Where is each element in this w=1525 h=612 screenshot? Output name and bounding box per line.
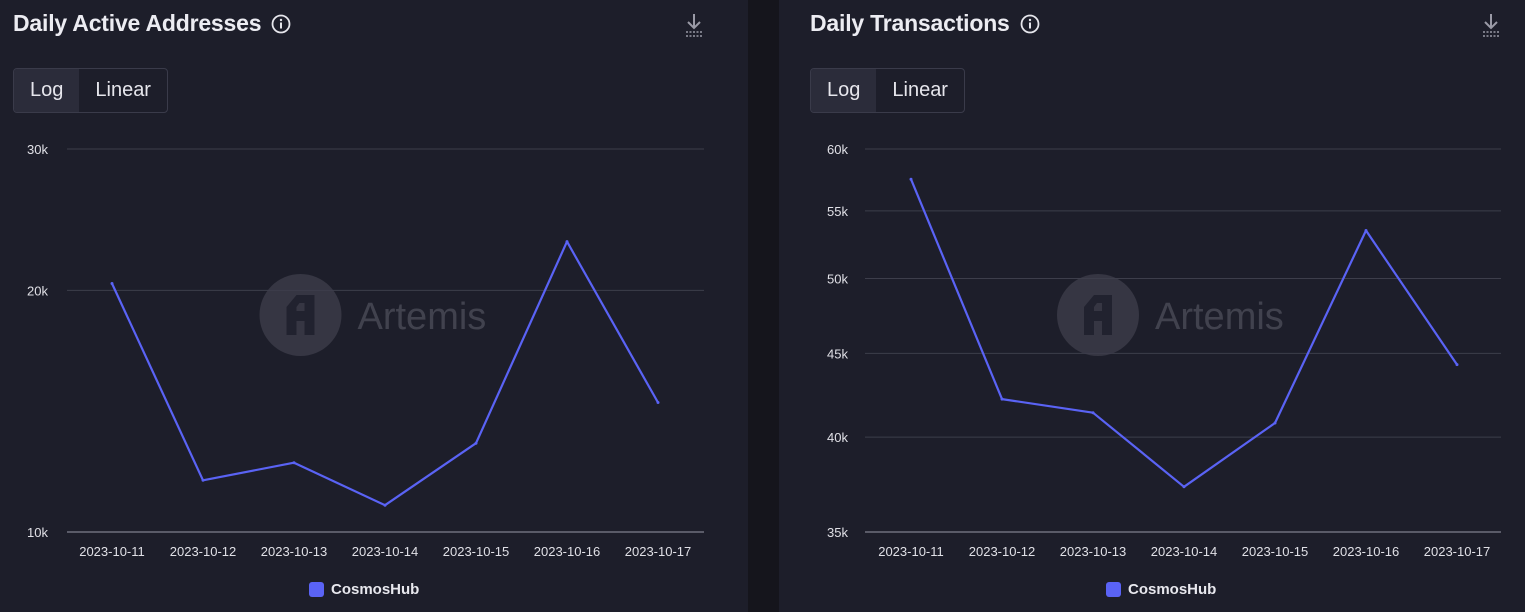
chart-panel-daily-active-addresses: Daily Active Addresses Log Linear Artemi… (0, 0, 748, 612)
data-point[interactable] (1000, 397, 1004, 401)
y-tick-label: 50k (827, 272, 848, 287)
legend[interactable]: CosmosHub (309, 581, 419, 598)
y-tick-label: 40k (827, 430, 848, 445)
x-tick-label: 2023-10-13 (1060, 544, 1127, 559)
chart-title: Daily Transactions (810, 10, 1010, 36)
watermark-text: Artemis (1155, 296, 1284, 338)
data-point[interactable] (1273, 421, 1277, 425)
legend[interactable]: CosmosHub (1106, 581, 1216, 598)
legend-swatch (309, 582, 324, 597)
y-tick-label: 35k (827, 525, 848, 540)
x-tick-label: 2023-10-13 (261, 544, 328, 559)
data-point[interactable] (565, 240, 569, 244)
y-tick-label: 60k (827, 142, 848, 157)
x-tick-label: 2023-10-11 (878, 544, 944, 559)
y-tick-label: 30k (27, 142, 48, 157)
x-tick-label: 2023-10-17 (1424, 544, 1491, 559)
data-point[interactable] (1091, 411, 1095, 415)
x-tick-label: 2023-10-16 (534, 544, 601, 559)
y-tick-label: 45k (827, 346, 848, 361)
x-tick-label: 2023-10-14 (352, 544, 419, 559)
data-point[interactable] (1364, 229, 1368, 232)
scale-toggle: Log Linear (13, 68, 168, 113)
data-point[interactable] (292, 461, 296, 465)
data-point[interactable] (656, 401, 660, 404)
scale-toggle: Log Linear (810, 68, 965, 113)
chart-panel-daily-transactions: Daily Transactions Log Linear Artemis 35k… (779, 0, 1525, 612)
y-tick-label: 55k (827, 204, 848, 219)
linear-scale-button[interactable]: Linear (79, 69, 167, 112)
legend-label-cosmoshub: CosmosHub (1128, 581, 1217, 598)
legend-swatch (1106, 582, 1121, 597)
data-point[interactable] (474, 441, 478, 445)
x-tick-label: 2023-10-16 (1333, 544, 1400, 559)
chart-header: Daily Active Addresses (13, 10, 291, 37)
x-tick-label: 2023-10-17 (625, 544, 692, 559)
linear-scale-button[interactable]: Linear (876, 69, 964, 112)
info-circle-icon[interactable] (1020, 14, 1040, 34)
log-scale-button[interactable]: Log (14, 69, 80, 112)
data-point[interactable] (201, 478, 205, 482)
data-point[interactable] (1455, 363, 1459, 367)
x-tick-label: 2023-10-14 (1151, 544, 1218, 559)
artemis-logo-icon (1057, 274, 1139, 356)
watermark-text: Artemis (358, 296, 487, 338)
data-point[interactable] (909, 177, 913, 181)
legend-label-cosmoshub: CosmosHub (331, 581, 420, 598)
y-tick-label: 20k (27, 283, 48, 298)
x-tick-label: 2023-10-15 (443, 544, 510, 559)
y-tick-label: 10k (27, 525, 48, 540)
download-icon[interactable] (1481, 12, 1501, 38)
data-point[interactable] (1182, 485, 1186, 489)
chart-title: Daily Active Addresses (13, 10, 262, 36)
line-chart-daily-active-addresses: Artemis 10k 20k 30k 2023-10-11 2023-10-12 2023… (27, 142, 704, 559)
data-point[interactable] (110, 282, 114, 285)
download-icon[interactable] (684, 12, 704, 38)
chart-header: Daily Transactions (810, 10, 1040, 37)
x-tick-label: 2023-10-12 (170, 544, 237, 559)
series-line-cosmoshub[interactable] (111, 240, 659, 507)
x-tick-label: 2023-10-15 (1242, 544, 1309, 559)
x-tick-label: 2023-10-12 (969, 544, 1036, 559)
log-scale-button[interactable]: Log (811, 69, 877, 112)
artemis-logo-icon (259, 274, 342, 356)
line-chart-daily-transactions: Artemis 35k 40k 45k 50k 55k 60k 2023-10-11 2023-… (827, 142, 1501, 559)
x-tick-label: 2023-10-11 (79, 544, 145, 559)
data-point[interactable] (383, 503, 387, 507)
info-circle-icon[interactable] (271, 14, 291, 34)
